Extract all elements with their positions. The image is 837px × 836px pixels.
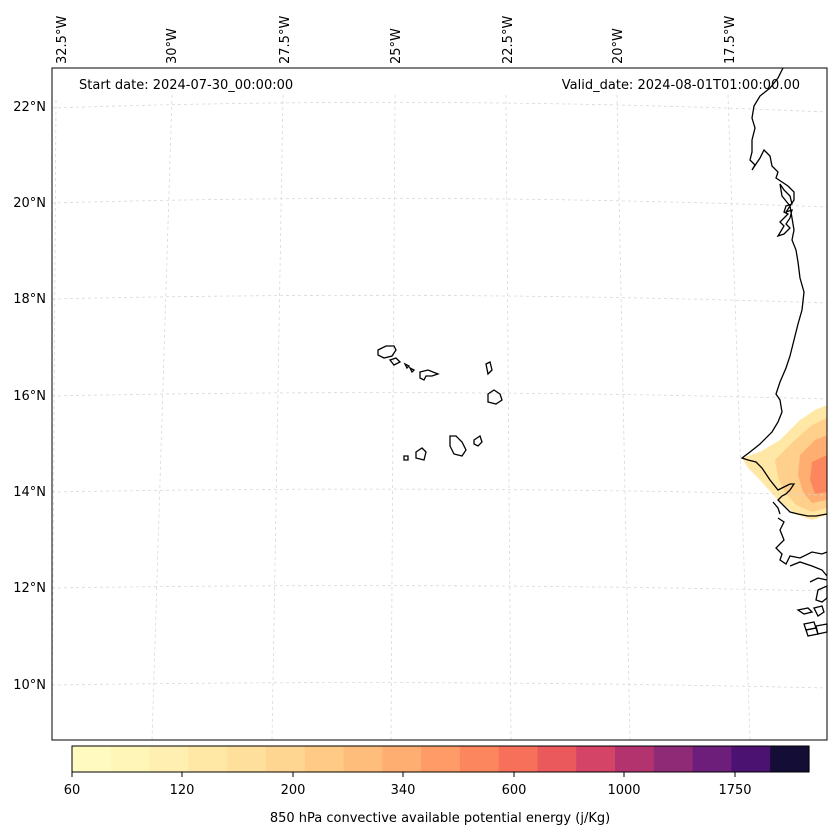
map-background	[52, 68, 827, 740]
colorbar-swatch	[537, 746, 577, 772]
coastline-bissau-islands	[815, 584, 828, 603]
island-maio	[473, 434, 483, 447]
colorbar-tick-label-1000: 1000	[607, 783, 640, 798]
colorbar-swatch	[421, 746, 461, 772]
island-bijagos-2	[813, 605, 825, 617]
coastline-casamance	[775, 517, 828, 565]
lat-label-12: 12°N	[13, 581, 46, 596]
lat-label-10: 10°N	[13, 678, 46, 693]
colorbar-label: 850 hPa convective available potential e…	[270, 811, 610, 826]
island-brava	[403, 455, 409, 461]
colorbar-swatch	[188, 746, 228, 772]
lon-label-20: 20°W	[611, 28, 626, 64]
map-frame	[51, 67, 828, 741]
colorbar-tick-labels: 60 120 200 340 600 1000 1750	[64, 783, 752, 798]
colorbar-swatch	[731, 746, 771, 772]
gridline-lat-10	[51, 682, 828, 689]
island-sao-nicolau	[419, 369, 440, 381]
colorbar-swatch	[72, 746, 112, 772]
colorbar-tick-label-200: 200	[281, 783, 306, 798]
colorbar-frame	[71, 745, 810, 773]
gridlines	[51, 94, 828, 741]
coastline-mauritania-senegal	[740, 67, 828, 517]
colorbar-ticks	[71, 772, 736, 777]
colorbar-swatch	[459, 746, 500, 772]
colorbar-swatch	[770, 746, 810, 772]
colorbar-swatch	[382, 746, 422, 772]
colorbar-swatch	[110, 746, 151, 772]
colorbar-swatch	[692, 746, 733, 772]
lat-label-14: 14°N	[13, 485, 46, 500]
gridline-lat-12	[51, 585, 828, 592]
start-date-note: Start date: 2024-07-30_00:00:00	[79, 78, 294, 93]
colorbar-tick-label-60: 60	[64, 783, 81, 798]
colorbar-swatch	[304, 746, 345, 772]
island-fogo	[415, 447, 427, 461]
colorbar-tick-label-1750: 1750	[718, 783, 751, 798]
gridline-lat-14	[51, 488, 828, 496]
lon-label-27-5: 27.5°W	[278, 16, 293, 64]
colorbar-tick-label-120: 120	[170, 783, 195, 798]
colorbar-swatches	[72, 746, 810, 772]
gridline-lon-32-5	[51, 99, 57, 741]
island-sal	[485, 361, 493, 376]
lat-label-18: 18°N	[13, 292, 46, 307]
lat-label-16: 16°N	[13, 389, 46, 404]
colorbar-swatch	[653, 746, 694, 772]
island-santo-antao	[377, 345, 397, 359]
gridline-lat-20	[51, 197, 828, 208]
lat-labels: 22°N 20°N 18°N 16°N 14°N 12°N 10°N	[13, 100, 46, 693]
lon-label-17-5: 17.5°W	[723, 16, 738, 64]
colorbar-swatch	[576, 746, 616, 772]
lon-label-25: 25°W	[389, 28, 404, 64]
colorbar-swatch	[227, 746, 267, 772]
coastline-gambia-mouth	[772, 501, 781, 515]
colorbar-swatch	[265, 746, 306, 772]
island-santiago	[449, 435, 467, 457]
lon-label-30: 30°W	[165, 28, 180, 64]
cape-shading	[742, 405, 827, 520]
lon-label-22-5: 22.5°W	[501, 16, 516, 64]
lon-labels: 32.5°W 30°W 27.5°W 25°W 22.5°W 20°W 17.5…	[55, 16, 738, 64]
gridline-lat-22	[51, 101, 828, 113]
colorbar-swatch	[498, 746, 539, 772]
colorbar-swatch	[343, 746, 383, 772]
colorbar-swatch	[149, 746, 189, 772]
cape-contour-peak	[810, 455, 827, 494]
coastline-guinea-bissau	[789, 561, 828, 577]
island-santa-luzia	[403, 362, 411, 370]
gridline-lat-16	[51, 392, 828, 400]
colorbar-tick-label-600: 600	[502, 783, 527, 798]
coastlines	[377, 67, 828, 637]
map-panel	[51, 67, 828, 741]
colorbar-swatch	[615, 746, 655, 772]
island-sao-vicente	[388, 357, 402, 366]
island-raso	[408, 366, 416, 374]
lat-label-20: 20°N	[13, 196, 46, 211]
lon-label-32-5: 32.5°W	[55, 16, 70, 64]
valid-date-note: Valid_date: 2024-08-01T01:00:00.00	[561, 78, 800, 93]
coastline-rio-geba	[809, 577, 828, 583]
island-bijagos-1	[796, 607, 814, 615]
island-boa-vista	[487, 389, 503, 405]
lat-label-22: 22°N	[13, 100, 46, 115]
colorbar-tick-label-340: 340	[391, 783, 416, 798]
gridline-lat-18	[51, 294, 828, 304]
